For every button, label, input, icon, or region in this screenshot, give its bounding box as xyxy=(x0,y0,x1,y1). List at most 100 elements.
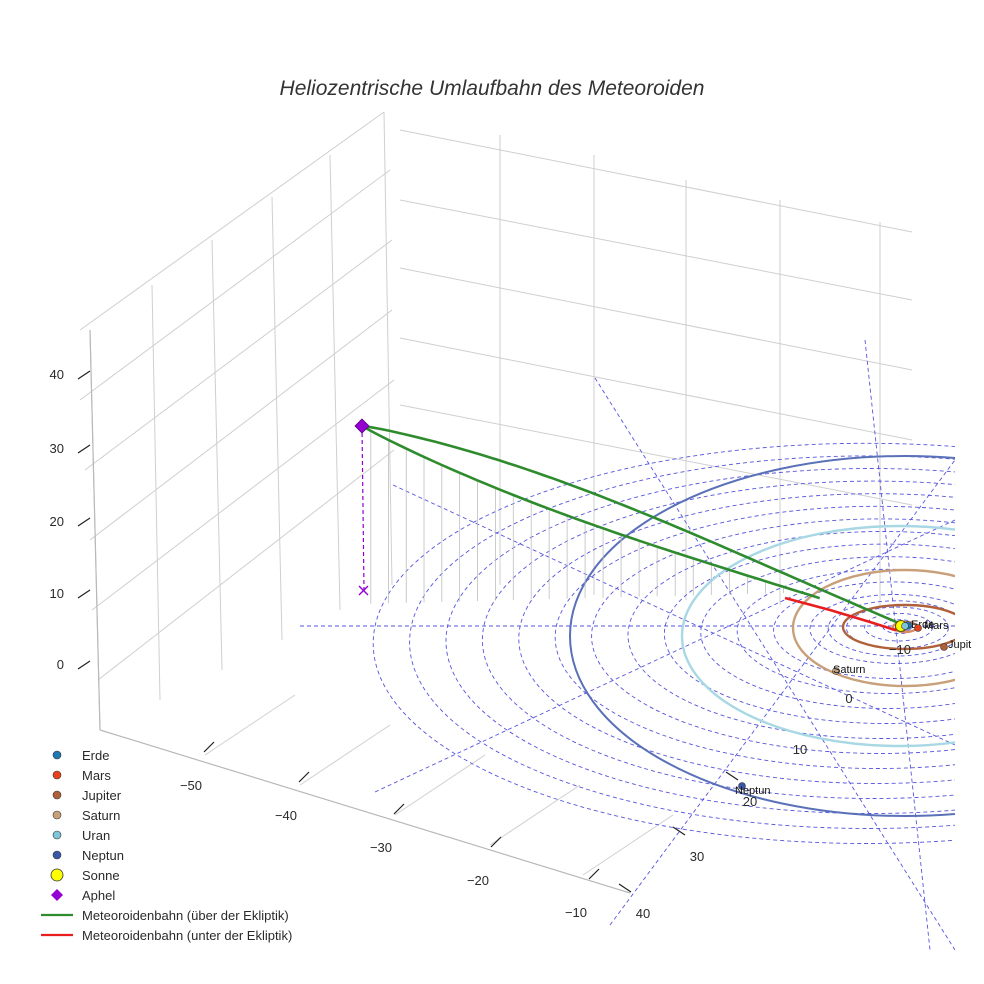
aphel-projection-line xyxy=(361,425,365,591)
orbit-neptun xyxy=(569,455,955,817)
y-tick-label: −10 xyxy=(889,642,911,657)
ecliptic-ring xyxy=(736,568,955,694)
grid-line-floor xyxy=(299,724,391,786)
legend-label: Uran xyxy=(82,828,110,843)
ecliptic-spoke xyxy=(609,459,955,926)
planet-marker-mars xyxy=(914,624,922,632)
legend-label: Saturn xyxy=(82,808,120,823)
z-tick-label: 40 xyxy=(50,367,64,382)
grid-line-wall xyxy=(89,309,393,541)
legend-item[interactable]: Erde xyxy=(52,748,109,763)
legend-item[interactable]: Meteoroidenbahn (unter der Ekliptik) xyxy=(41,928,292,943)
axis-ticks: 40 30 20 10 0 −50 −40 −30 −20 −10 −10 0 10 20 30 40 xyxy=(50,367,912,921)
grid-line-depth xyxy=(399,404,913,506)
legend-label: Neptun xyxy=(82,848,124,863)
y-tick-mark xyxy=(672,826,686,836)
x-tick-label: −30 xyxy=(370,840,392,855)
grid-line-floor xyxy=(582,814,674,876)
legend-item[interactable]: Saturn xyxy=(52,808,120,823)
orbit-uran xyxy=(680,524,955,748)
x-tick-mark xyxy=(588,868,600,880)
grid-line-wall xyxy=(79,111,385,331)
z-tick-mark xyxy=(77,660,91,670)
x-tick-label: −10 xyxy=(565,905,587,920)
legend[interactable]: Erde Mars Jupiter Saturn Uran Neptun Sonne Aphe… xyxy=(41,748,292,943)
grid-line-wall xyxy=(97,449,395,681)
legend-label: Aphel xyxy=(82,888,115,903)
y-tick-label: 0 xyxy=(845,691,852,706)
x-tick-label: −40 xyxy=(275,808,297,823)
ecliptic-grid xyxy=(300,339,955,951)
grid-line-floor xyxy=(489,784,581,846)
meteoroid-orbit xyxy=(358,424,902,632)
planet-label-neptun: Neptun xyxy=(735,785,770,797)
ecliptic-ring xyxy=(864,612,934,642)
z-tick-label: 20 xyxy=(50,514,64,529)
grid-line-vertical xyxy=(329,154,341,611)
grid-line-depth xyxy=(399,199,913,301)
legend-item[interactable]: Aphel xyxy=(51,888,115,903)
grid-line-depth xyxy=(399,129,913,233)
planet-label-mars: Mars xyxy=(924,620,949,632)
z-tick-label: 10 xyxy=(50,586,64,601)
z-tick-mark xyxy=(77,589,91,599)
y-tick-label: 40 xyxy=(636,906,650,921)
planet-marker-uran xyxy=(901,622,909,630)
x-tick-label: −50 xyxy=(180,778,202,793)
ecliptic-ring xyxy=(372,442,955,844)
orbit-saturn xyxy=(791,568,955,688)
planet-marker-neptun xyxy=(738,782,746,790)
ecliptic-ring xyxy=(773,581,955,679)
z-tick-label: 0 xyxy=(57,657,64,672)
grid-line-wall xyxy=(91,379,395,611)
legend-symbol-dot xyxy=(52,830,62,840)
axis-box-grid xyxy=(79,111,913,894)
legend-item[interactable]: Uran xyxy=(52,828,110,843)
grid-line-depth xyxy=(399,267,913,371)
ecliptic-ring xyxy=(827,600,955,657)
legend-label: Jupiter xyxy=(82,788,122,803)
legend-label: Meteoroidenbahn (über der Ekliptik) xyxy=(82,908,289,923)
planet-label-saturn: Saturn xyxy=(833,664,865,676)
ecliptic-spoke xyxy=(374,519,955,793)
y-tick-label: 30 xyxy=(690,849,704,864)
legend-item[interactable]: Jupiter xyxy=(52,788,122,803)
z-tick-mark xyxy=(77,444,91,454)
planet-marker-saturn xyxy=(832,667,840,675)
aphel-marker xyxy=(354,418,370,434)
z-tick-mark xyxy=(77,517,91,527)
ecliptic-ring xyxy=(591,518,955,754)
grid-line-vertical xyxy=(211,239,223,671)
legend-item[interactable]: Meteoroidenbahn (über der Ekliptik) xyxy=(41,908,289,923)
ecliptic-ring xyxy=(664,543,955,724)
planet-label-jupiter: Jupit xyxy=(948,639,971,651)
x-tick-mark xyxy=(203,741,215,753)
legend-item[interactable]: Sonne xyxy=(50,868,120,883)
planet-marker-jupiter xyxy=(940,643,948,651)
ecliptic-spoke xyxy=(864,339,931,951)
grid-line-wall xyxy=(84,239,393,471)
axis-line-z xyxy=(89,329,101,731)
axis-line-x xyxy=(99,729,631,894)
orbit-projection-lines xyxy=(370,430,784,604)
legend-symbol-dot xyxy=(52,850,62,860)
y-tick-mark xyxy=(725,771,739,781)
legend-item[interactable]: Mars xyxy=(52,768,111,783)
ecliptic-ring xyxy=(518,493,955,784)
ecliptic-ring xyxy=(554,505,955,769)
legend-item[interactable]: Neptun xyxy=(52,848,124,863)
legend-symbol-dot xyxy=(52,770,62,780)
legend-symbol-dot xyxy=(52,750,62,760)
grid-line-vertical xyxy=(271,196,283,641)
x-tick-mark xyxy=(298,771,310,783)
legend-label: Mars xyxy=(82,768,111,783)
z-tick-mark xyxy=(77,370,91,380)
x-tick-label: −20 xyxy=(467,873,489,888)
y-tick-mark xyxy=(618,883,632,893)
ecliptic-ring xyxy=(627,531,955,739)
ecliptic-spoke xyxy=(594,377,955,951)
legend-label: Erde xyxy=(82,748,109,763)
ecliptic-ring xyxy=(409,455,955,829)
